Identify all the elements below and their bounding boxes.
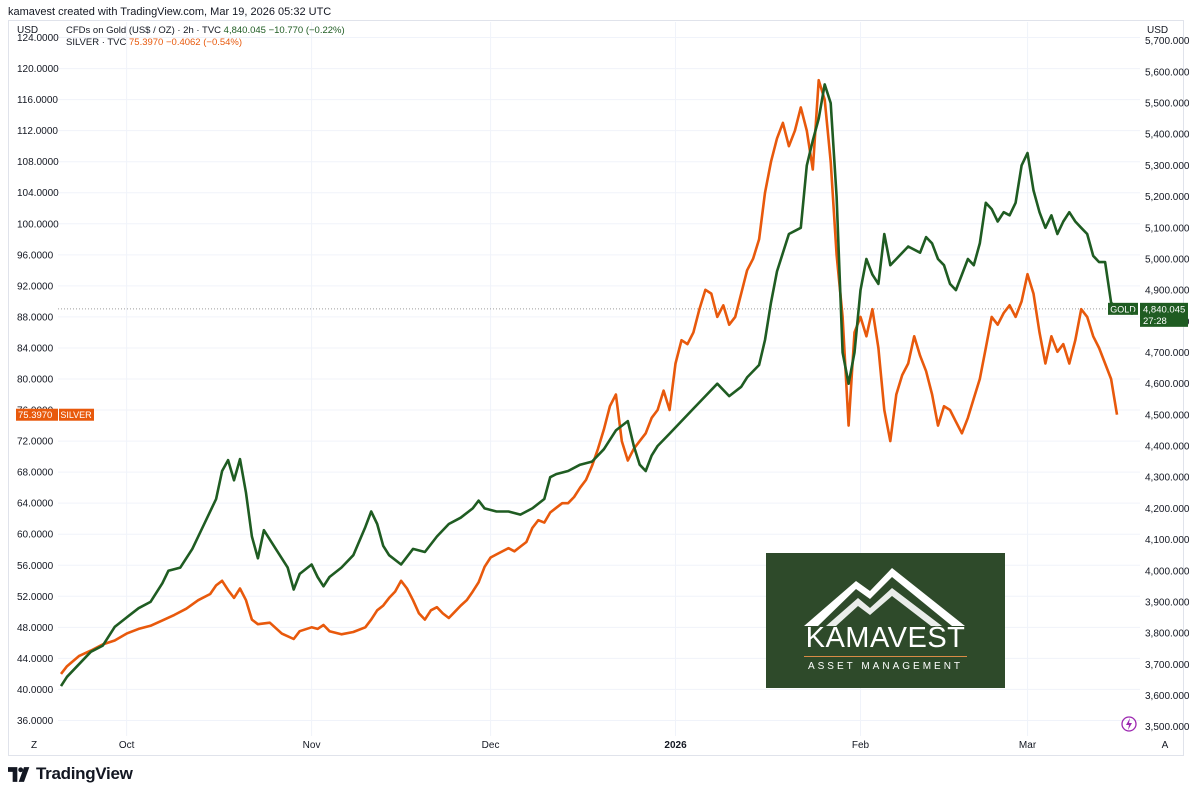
right-axis-unit: USD bbox=[1147, 25, 1168, 36]
left-tick-label: 44.0000 bbox=[17, 654, 54, 665]
left-tick-label: 96.0000 bbox=[17, 250, 54, 261]
silver-price-value: 75.3970 bbox=[18, 410, 52, 421]
right-tick-label: 3,700.000 bbox=[1145, 660, 1190, 671]
watermark-subtitle: ASSET MANAGEMENT bbox=[807, 661, 964, 672]
right-tick-label: 4,700.000 bbox=[1145, 348, 1190, 359]
left-tick-label: 60.0000 bbox=[17, 530, 54, 541]
legend-series-value: 4,840.045 bbox=[224, 25, 269, 36]
x-tick-label: Nov bbox=[303, 740, 321, 751]
legend-silver: SILVER · TVC 75.3970 −0.4062 (−0.54%) bbox=[66, 37, 242, 48]
tradingview-wordmark: TradingView bbox=[36, 764, 133, 783]
silver-tag-label: SILVER bbox=[60, 410, 92, 420]
right-tick-label: 4,900.000 bbox=[1145, 286, 1190, 297]
right-tick-label: 5,100.000 bbox=[1145, 223, 1190, 234]
tradingview-logo[interactable]: TradingView bbox=[8, 764, 133, 784]
gold-countdown: 27:28 bbox=[1143, 316, 1167, 327]
left-axis-unit: USD bbox=[17, 25, 38, 36]
left-tick-label: 124.0000 bbox=[17, 33, 59, 44]
right-tick-label: 3,500.000 bbox=[1145, 722, 1190, 733]
tradingview-mark-icon bbox=[8, 766, 30, 782]
right-tick-label: 4,500.000 bbox=[1145, 410, 1190, 421]
left-tick-label: 80.0000 bbox=[17, 375, 54, 386]
x-axis-corner-left: Z bbox=[31, 740, 37, 751]
gold-price-value: 4,840.045 bbox=[1143, 304, 1185, 315]
x-tick-label: 2026 bbox=[664, 740, 687, 751]
right-tick-label: 5,600.000 bbox=[1145, 67, 1190, 78]
watermark-rule bbox=[804, 656, 967, 657]
chart-caption: kamavest created with TradingView.com, M… bbox=[8, 6, 332, 18]
silver-tag-bg bbox=[59, 408, 94, 421]
right-tick-label: 3,900.000 bbox=[1145, 597, 1190, 608]
overlay-layer: CFDs on Gold (US$ / OZ) · 2h · TVC 4,840… bbox=[16, 25, 1188, 732]
legend-series-value: 75.3970 bbox=[129, 37, 166, 48]
silver-price-tag-bg bbox=[16, 408, 58, 421]
x-axis-corner-right: A bbox=[1162, 740, 1169, 751]
left-tick-label: 52.0000 bbox=[17, 592, 54, 603]
left-tick-label: 92.0000 bbox=[17, 281, 54, 292]
right-tick-label: 5,500.000 bbox=[1145, 99, 1190, 110]
right-tick-label: 4,200.000 bbox=[1145, 504, 1190, 515]
left-tick-label: 40.0000 bbox=[17, 685, 54, 696]
chart-frame bbox=[8, 20, 1184, 756]
gold-price-tag-bg bbox=[1140, 302, 1188, 327]
left-tick-label: 48.0000 bbox=[17, 623, 54, 634]
left-tick-label: 116.0000 bbox=[17, 95, 58, 106]
gold-series-line bbox=[59, 83, 1118, 687]
right-tick-label: 4,000.000 bbox=[1145, 566, 1190, 577]
legend-series-change: −0.4062 (−0.54%) bbox=[166, 37, 242, 48]
series-layer bbox=[59, 78, 1119, 687]
left-tick-label: 108.0000 bbox=[17, 157, 59, 168]
right-tick-label: 5,700.000 bbox=[1145, 36, 1190, 47]
watermark-name: KAMAVEST bbox=[805, 622, 966, 654]
x-tick-label: Feb bbox=[852, 740, 870, 751]
left-tick-label: 36.0000 bbox=[17, 716, 54, 727]
right-tick-label: 4,600.000 bbox=[1145, 379, 1190, 390]
axes-layer: 124.0000 120.0000 116.0000 112.0000 108.0000… bbox=[17, 25, 1190, 751]
left-tick-label: 68.0000 bbox=[17, 468, 54, 479]
legend-series-change: −10.770 (−0.22%) bbox=[269, 25, 345, 36]
left-tick-label: 56.0000 bbox=[17, 561, 54, 572]
x-tick-label: Oct bbox=[119, 740, 135, 751]
left-tick-label: 104.0000 bbox=[17, 188, 59, 199]
left-tick-label: 64.0000 bbox=[17, 499, 54, 510]
left-tick-label: 88.0000 bbox=[17, 312, 54, 323]
left-tick-label: 100.0000 bbox=[17, 219, 59, 230]
left-tick-label: 120.0000 bbox=[17, 64, 59, 75]
right-tick-label: 4,400.000 bbox=[1145, 442, 1190, 453]
left-tick-label: 72.0000 bbox=[17, 437, 54, 448]
legend-gold: CFDs on Gold (US$ / OZ) · 2h · TVC 4,840… bbox=[66, 25, 345, 36]
gold-tag-label: GOLD bbox=[1110, 304, 1136, 314]
gold-last-point bbox=[1130, 310, 1134, 315]
right-tick-label: 3,600.000 bbox=[1145, 691, 1190, 702]
silver-series-line bbox=[59, 78, 1119, 675]
right-tick-label: 4,100.000 bbox=[1145, 535, 1190, 546]
right-tick-label: 5,200.000 bbox=[1145, 192, 1190, 203]
legend-series-name: SILVER · TVC bbox=[66, 37, 129, 48]
right-tick-label: 5,400.000 bbox=[1145, 130, 1190, 141]
right-tick-label: 5,000.000 bbox=[1145, 254, 1190, 265]
lightning-icon bbox=[1121, 716, 1137, 732]
left-tick-label: 112.0000 bbox=[17, 126, 58, 137]
x-tick-label: Mar bbox=[1019, 740, 1037, 751]
left-tick-label: 84.0000 bbox=[17, 343, 54, 354]
kamavest-watermark: KAMAVEST ASSET MANAGEMENT bbox=[766, 553, 1005, 688]
right-tick-label: 3,800.000 bbox=[1145, 629, 1190, 640]
right-tick-label: 5,300.000 bbox=[1145, 161, 1190, 172]
x-tick-label: Dec bbox=[482, 740, 500, 751]
legend-series-name: CFDs on Gold (US$ / OZ) · 2h · TVC bbox=[66, 25, 224, 36]
right-tick-label: 4,300.000 bbox=[1145, 473, 1190, 484]
mountain-logo-icon bbox=[804, 568, 965, 626]
lightning-bolt-icon bbox=[1126, 718, 1132, 730]
